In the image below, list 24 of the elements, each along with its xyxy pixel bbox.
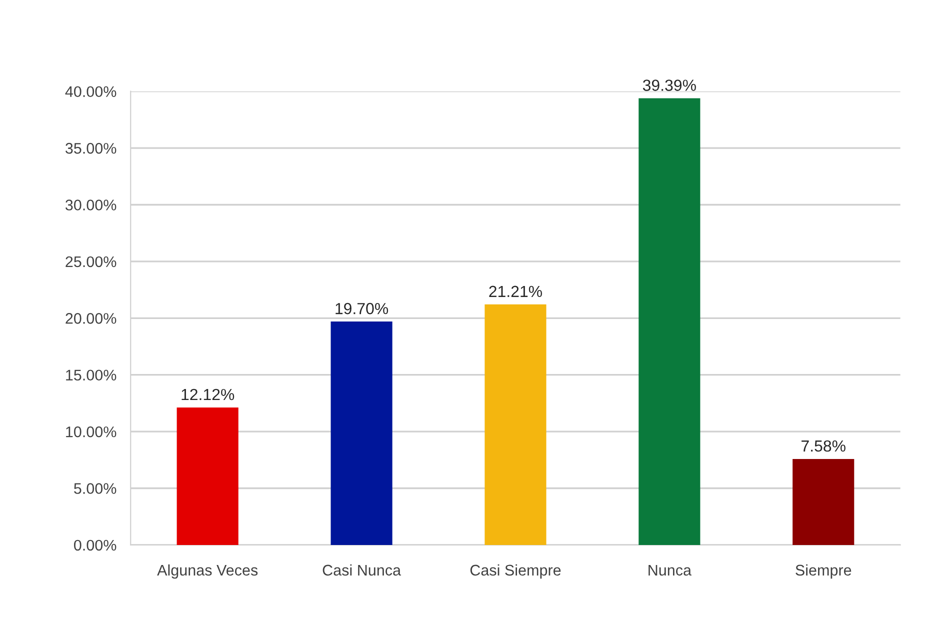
bar [638, 98, 700, 545]
data-label: 12.12% [182, 388, 234, 400]
x-tick-label: Siempre [796, 564, 852, 579]
x-tick-label: Casi Nunca [322, 564, 402, 576]
x-tick-label: Algunas Veces [157, 564, 258, 579]
bar [330, 322, 392, 545]
y-tick-label: 10.00% [66, 426, 116, 438]
y-tick-label: 0.00% [74, 540, 116, 551]
data-label: 7.58% [802, 440, 846, 452]
data-label: 19.70% [336, 302, 388, 314]
data-label: 21.21% [489, 286, 542, 298]
y-tick-label: 25.00% [66, 256, 116, 268]
y-tick-label: 35.00% [66, 142, 116, 154]
bar [484, 304, 546, 545]
y-tick-label: 20.00% [66, 313, 116, 324]
x-tick-label: Casi Siempre [470, 564, 561, 579]
y-tick-label: 15.00% [66, 370, 116, 381]
y-tick-label: 5.00% [74, 483, 116, 494]
y-tick-label: 30.00% [66, 200, 116, 210]
y-tick-label: 40.00% [65, 86, 116, 98]
bar [792, 458, 854, 545]
bar [176, 408, 238, 545]
x-tick-label: Nunca [648, 564, 692, 576]
data-label: 39.39% [642, 80, 696, 91]
